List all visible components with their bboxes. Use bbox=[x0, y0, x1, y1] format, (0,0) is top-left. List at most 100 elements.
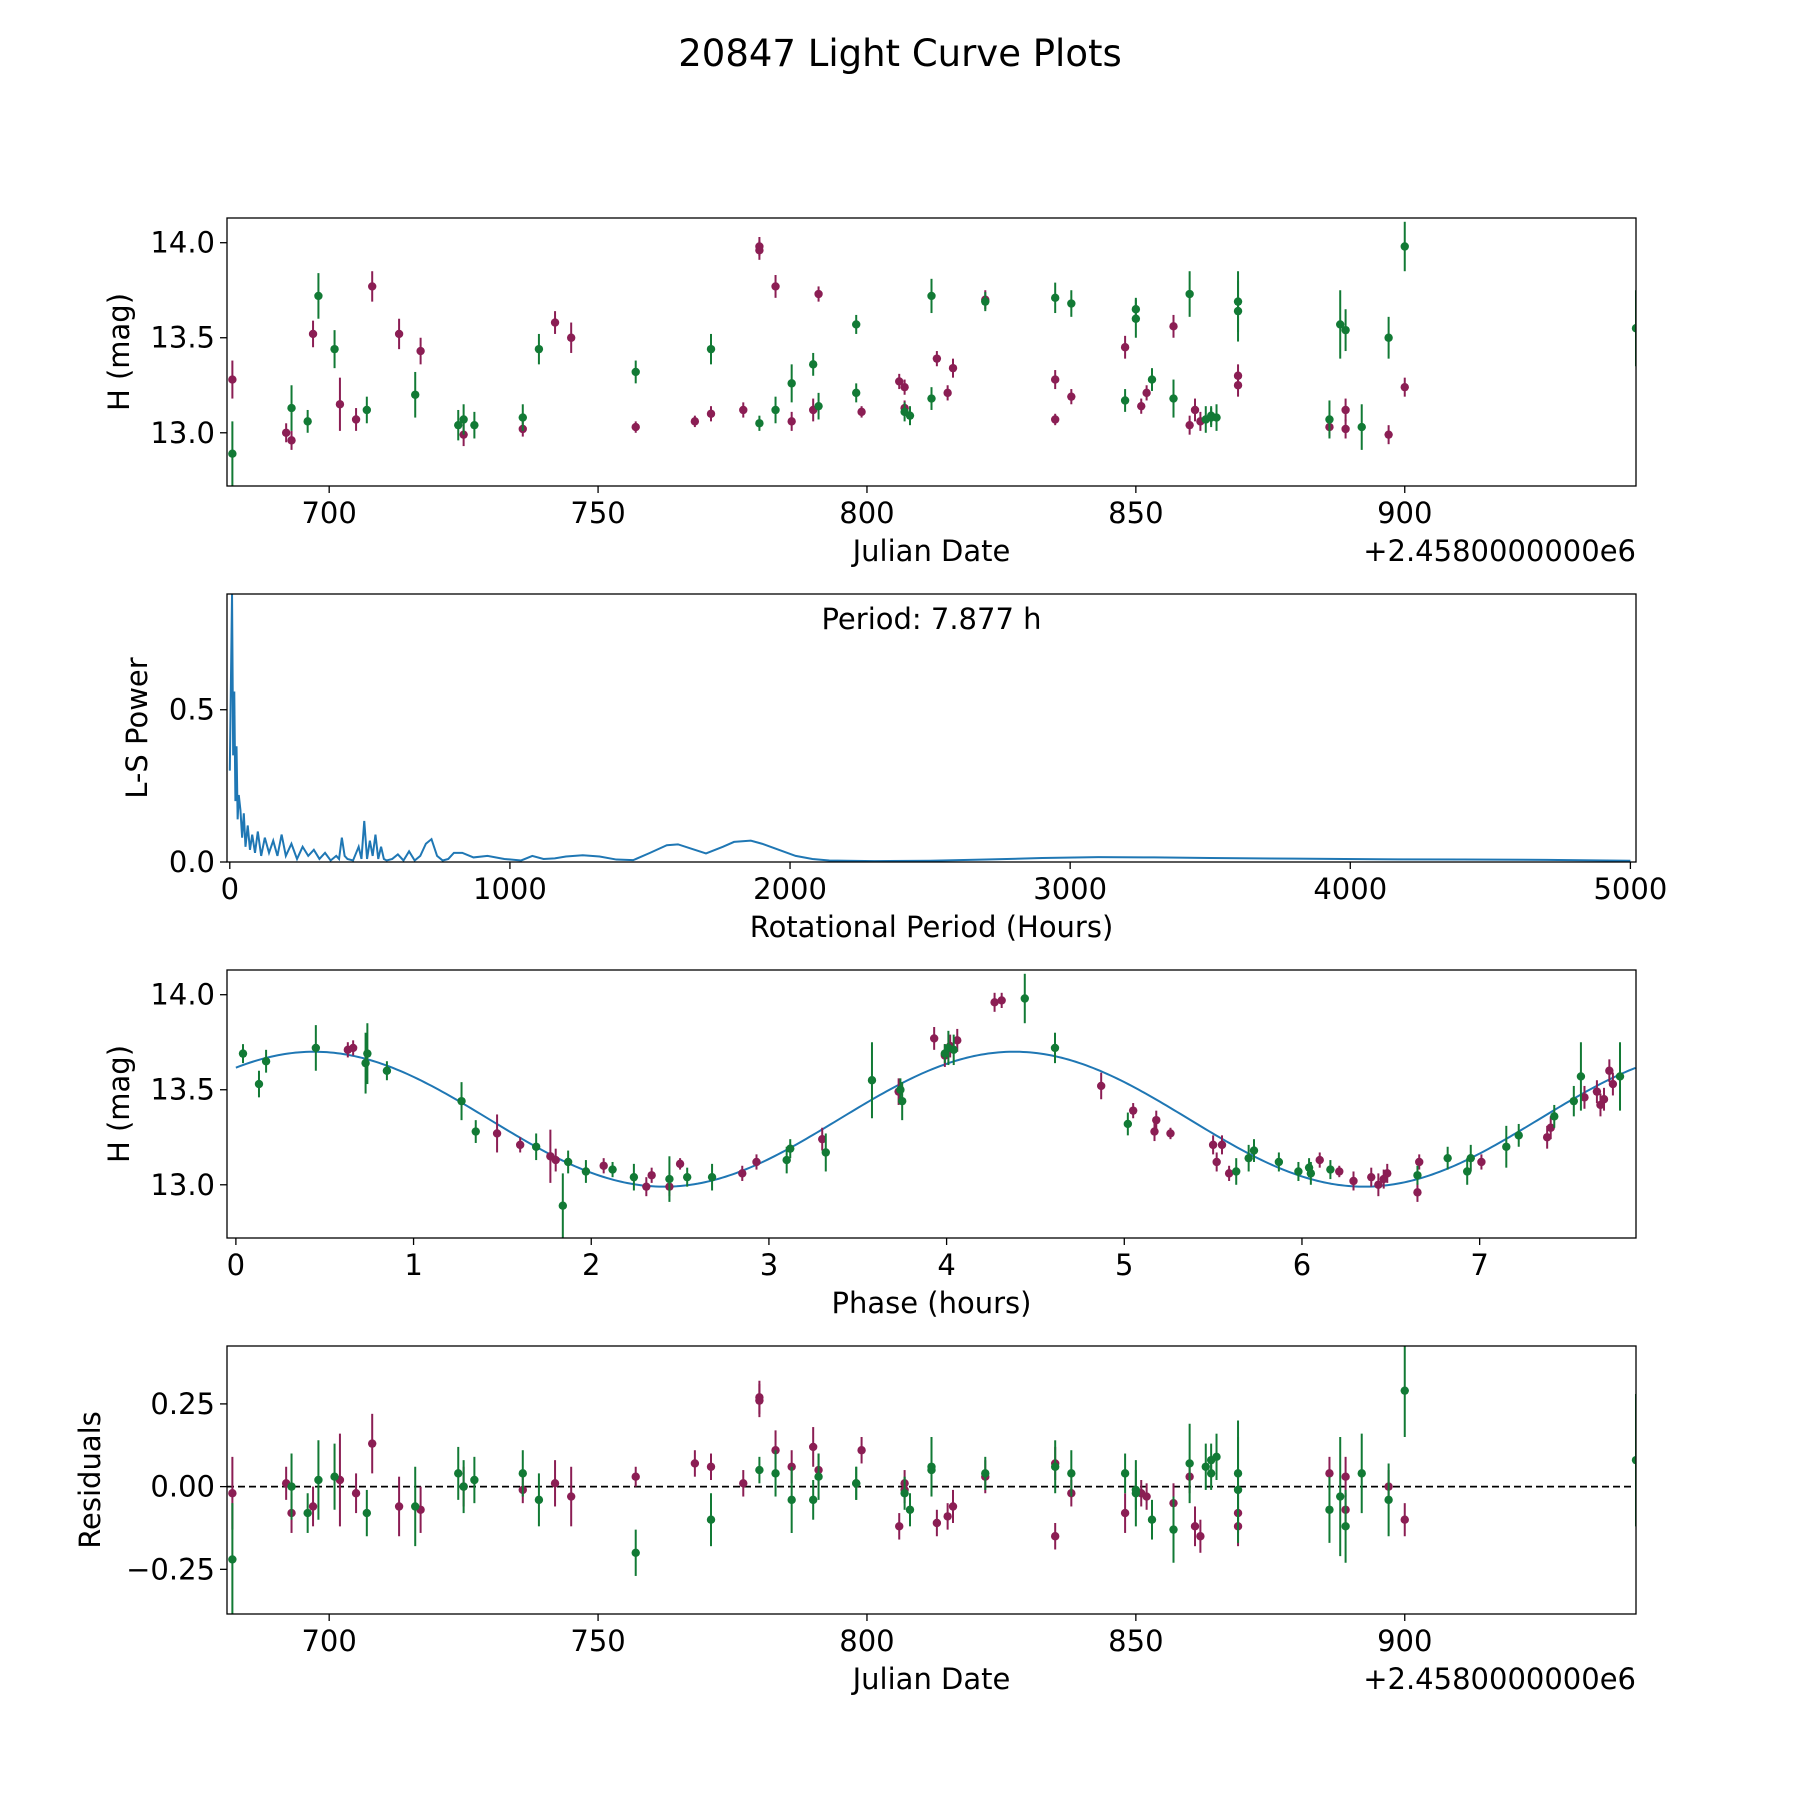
periodogram-line bbox=[228, 594, 1631, 862]
data-point bbox=[787, 1495, 796, 1505]
data-point bbox=[1631, 324, 1636, 333]
data-point bbox=[1067, 299, 1076, 308]
data-point bbox=[1185, 289, 1194, 299]
data-point bbox=[1605, 1066, 1614, 1075]
data-point bbox=[948, 1502, 958, 1511]
data-point bbox=[1142, 1492, 1151, 1501]
data-point bbox=[351, 1489, 361, 1498]
data-point bbox=[1067, 392, 1076, 401]
data-point bbox=[459, 1482, 468, 1491]
y-tick-label: 0.00 bbox=[150, 1470, 215, 1504]
data-point bbox=[808, 1442, 818, 1452]
data-point bbox=[1050, 415, 1060, 424]
data-point bbox=[1131, 1485, 1141, 1495]
data-point bbox=[814, 1472, 823, 1481]
data-point bbox=[771, 282, 780, 291]
data-point bbox=[361, 1058, 370, 1068]
data-point bbox=[690, 417, 700, 426]
data-point bbox=[348, 1043, 358, 1053]
data-point bbox=[852, 320, 861, 329]
data-point bbox=[932, 354, 942, 363]
data-point bbox=[581, 1167, 591, 1176]
data-point bbox=[755, 419, 764, 428]
data-point bbox=[808, 360, 818, 369]
period-annotation: Period: 7.877 h bbox=[821, 602, 1041, 636]
data-point bbox=[1196, 1532, 1205, 1541]
data-point bbox=[1599, 1095, 1609, 1104]
sinusoid-model-curve bbox=[235, 1050, 1636, 1188]
x-axis-label: Julian Date bbox=[851, 1662, 1011, 1696]
data-point bbox=[1212, 413, 1221, 422]
panel-light-curve: 700 750 800 850 900 13.0 13.5 14.0 Julian Date H … bbox=[102, 217, 1637, 568]
data-point bbox=[782, 1155, 791, 1165]
data-point bbox=[1463, 1167, 1472, 1176]
x-axis-offset-text: +2.4580000000e6 bbox=[1363, 1662, 1636, 1696]
data-point bbox=[330, 1472, 339, 1481]
data-point bbox=[471, 1127, 480, 1136]
data-point bbox=[997, 996, 1006, 1005]
data-point bbox=[905, 411, 915, 420]
data-point bbox=[905, 1505, 915, 1514]
data-point bbox=[631, 1548, 640, 1557]
y-tick-label: −0.25 bbox=[126, 1552, 215, 1586]
data-point bbox=[492, 1129, 502, 1138]
data-point bbox=[459, 415, 468, 424]
data-point bbox=[1147, 375, 1157, 384]
data-point bbox=[1383, 1169, 1392, 1178]
x-axis-offset-text: +2.4580000000e6 bbox=[1363, 534, 1636, 568]
data-point bbox=[515, 1140, 525, 1150]
data-point bbox=[362, 405, 372, 415]
plot-area bbox=[228, 594, 1631, 862]
data-point bbox=[411, 390, 420, 399]
data-point bbox=[707, 1172, 717, 1182]
data-point bbox=[787, 379, 796, 388]
data-point bbox=[1400, 1386, 1409, 1395]
data-point bbox=[981, 297, 990, 306]
data-point bbox=[1546, 1123, 1555, 1132]
data-point bbox=[1150, 1127, 1159, 1136]
x-tick-label: 7 bbox=[1470, 1248, 1488, 1282]
data-point bbox=[1233, 1485, 1243, 1495]
x-tick-label: 1000 bbox=[473, 872, 547, 906]
data-point bbox=[1020, 994, 1029, 1003]
data-point bbox=[518, 413, 527, 422]
data-point bbox=[1067, 1469, 1076, 1478]
y-tick-label: 13.0 bbox=[150, 1168, 215, 1202]
y-axis-label: L-S Power bbox=[120, 657, 154, 798]
data-point bbox=[1400, 1515, 1409, 1524]
data-point bbox=[1185, 1459, 1194, 1468]
data-point bbox=[563, 1157, 573, 1167]
data-point bbox=[814, 401, 823, 411]
x-tick-label: 0 bbox=[221, 872, 239, 906]
data-point bbox=[771, 405, 780, 415]
data-point bbox=[558, 1201, 568, 1210]
x-tick-label: 900 bbox=[1377, 496, 1432, 530]
data-point bbox=[1413, 1188, 1422, 1197]
data-point bbox=[1374, 1180, 1383, 1189]
data-point bbox=[1341, 325, 1350, 335]
data-point bbox=[382, 1066, 392, 1075]
data-point bbox=[1208, 1140, 1218, 1150]
x-tick-label: 5 bbox=[1115, 1248, 1133, 1282]
data-point bbox=[1217, 1140, 1227, 1150]
data-point bbox=[1502, 1142, 1511, 1151]
data-point bbox=[1050, 375, 1060, 384]
data-point bbox=[755, 1396, 764, 1405]
data-point bbox=[228, 375, 237, 384]
data-point bbox=[287, 403, 296, 413]
data-point bbox=[1384, 430, 1393, 439]
data-point bbox=[1152, 1115, 1161, 1125]
data-point bbox=[852, 1479, 861, 1488]
data-point bbox=[1147, 1515, 1157, 1524]
data-point bbox=[1631, 1455, 1636, 1465]
data-point bbox=[550, 1479, 560, 1488]
y-tick-label: 14.0 bbox=[150, 978, 215, 1012]
data-point bbox=[351, 415, 361, 424]
x-tick-label: 850 bbox=[1108, 1624, 1163, 1658]
data-point bbox=[895, 377, 904, 386]
data-point bbox=[857, 407, 866, 417]
data-point bbox=[1326, 1165, 1335, 1174]
data-point bbox=[308, 329, 318, 339]
data-point bbox=[308, 1502, 318, 1511]
